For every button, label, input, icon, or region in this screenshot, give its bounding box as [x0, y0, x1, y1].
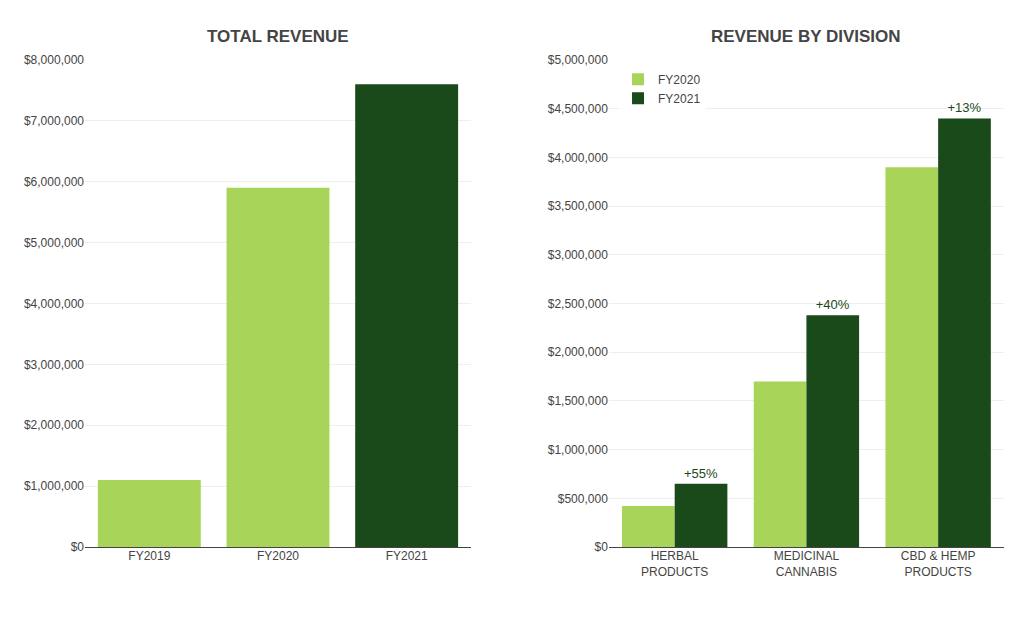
- svg-text:FY2020: FY2020: [257, 549, 299, 563]
- svg-text:$3,000,000: $3,000,000: [548, 248, 608, 262]
- svg-text:$3,000,000: $3,000,000: [24, 358, 84, 372]
- svg-text:$3,500,000: $3,500,000: [548, 199, 608, 213]
- svg-text:FY2019: FY2019: [128, 549, 170, 563]
- svg-text:MEDICINALCANNABIS: MEDICINALCANNABIS: [774, 549, 840, 579]
- svg-text:CBD & HEMPPRODUCTS: CBD & HEMPPRODUCTS: [901, 549, 976, 579]
- svg-text:$5,000,000: $5,000,000: [24, 236, 84, 250]
- svg-text:$1,000,000: $1,000,000: [24, 479, 84, 493]
- svg-text:$2,500,000: $2,500,000: [548, 297, 608, 311]
- svg-text:TOTAL REVENUE: TOTAL REVENUE: [207, 27, 349, 46]
- svg-text:$4,000,000: $4,000,000: [24, 297, 84, 311]
- svg-text:$7,000,000: $7,000,000: [24, 114, 84, 128]
- svg-text:$4,000,000: $4,000,000: [548, 151, 608, 165]
- svg-text:FY2020: FY2020: [658, 73, 700, 87]
- svg-text:+13%: +13%: [947, 100, 981, 115]
- svg-text:$500,000: $500,000: [558, 492, 608, 506]
- svg-text:$4,500,000: $4,500,000: [548, 102, 608, 116]
- svg-text:$5,000,000: $5,000,000: [548, 53, 608, 67]
- svg-text:REVENUE BY DIVISION: REVENUE BY DIVISION: [711, 27, 901, 46]
- svg-text:+40%: +40%: [816, 297, 850, 312]
- svg-text:$2,000,000: $2,000,000: [24, 418, 84, 432]
- svg-text:FY2021: FY2021: [658, 92, 700, 106]
- svg-text:$0: $0: [594, 540, 608, 554]
- svg-text:$8,000,000: $8,000,000: [24, 53, 84, 67]
- svg-text:$2,000,000: $2,000,000: [548, 345, 608, 359]
- svg-text:+55%: +55%: [684, 466, 718, 481]
- svg-text:$1,000,000: $1,000,000: [548, 443, 608, 457]
- svg-text:$6,000,000: $6,000,000: [24, 175, 84, 189]
- svg-text:$1,500,000: $1,500,000: [548, 394, 608, 408]
- svg-text:HERBALPRODUCTS: HERBALPRODUCTS: [641, 549, 708, 579]
- svg-text:$0: $0: [71, 540, 85, 554]
- svg-text:FY2021: FY2021: [386, 549, 428, 563]
